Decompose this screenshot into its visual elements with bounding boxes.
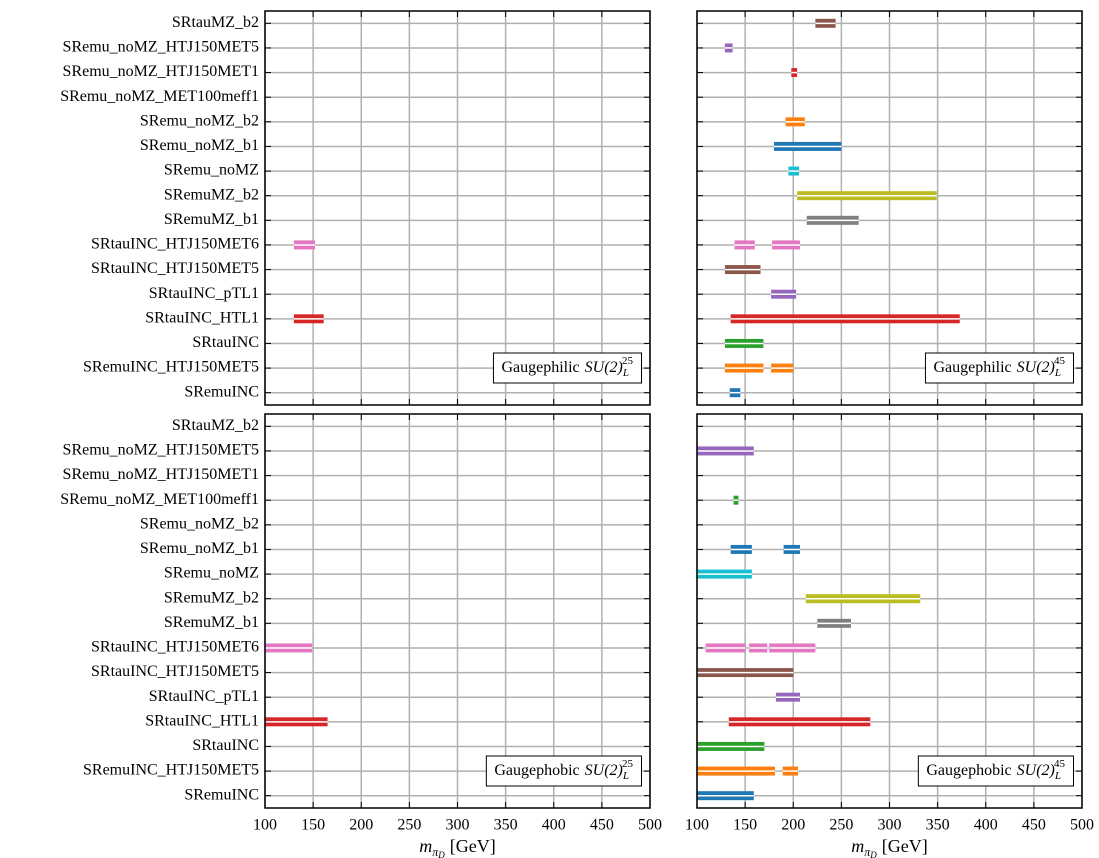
- x-tick-label: 250: [829, 817, 853, 834]
- y-tick-label: SRemu_noMZ_HTJ150MET1: [63, 466, 259, 483]
- axes-frame: [696, 10, 1083, 406]
- x-label-subsub: D: [869, 850, 877, 858]
- axes-frame: [264, 10, 651, 406]
- annotation: Gaugephilic SU(2)L25: [501, 355, 633, 379]
- y-tick-label: SRemuMZ_b2: [164, 186, 259, 203]
- x-tick-label: 400: [974, 817, 998, 834]
- x-tick-label: 400: [542, 817, 566, 834]
- x-tick-label: 350: [926, 817, 950, 834]
- x-tick-label: 100: [253, 817, 277, 834]
- annotation-sub: L: [1054, 367, 1061, 379]
- annotation-box: [485, 755, 642, 787]
- annotation-text: Gaugephobic: [494, 762, 579, 779]
- x-tick-label: 200: [349, 817, 373, 834]
- x-label-symbol: m: [419, 836, 432, 856]
- x-tick-label: 150: [733, 817, 757, 834]
- x-tick-label: 150: [301, 817, 325, 834]
- y-tick-label: SRtauINC_HTJ150MET5: [91, 663, 259, 680]
- x-label-unit: [GeV]: [450, 836, 496, 856]
- y-tick-label: SRemuMZ_b2: [164, 589, 259, 606]
- annotation-group: SU(2): [1017, 762, 1055, 779]
- y-tick-label: SRemuMZ_b1: [164, 614, 259, 631]
- y-tick-label: SRemu_noMZ_HTJ150MET5: [63, 442, 259, 459]
- y-tick-label: SRemu_noMZ_HTJ150MET5: [63, 39, 259, 56]
- y-tick-label: SRemu_noMZ_b1: [140, 137, 259, 154]
- x-tick-label: 250: [397, 817, 421, 834]
- annotation-sup: 25: [622, 758, 634, 770]
- y-tick-label: SRtauINC_HTJ150MET5: [91, 260, 259, 277]
- annotation-group: SU(2): [585, 359, 623, 376]
- x-label-sub: π: [432, 845, 439, 858]
- annotation-box: [492, 352, 642, 384]
- x-tick-label: 350: [494, 817, 518, 834]
- annotation-group: SU(2): [585, 762, 623, 779]
- x-label-sub: π: [864, 845, 871, 858]
- annotation-sub: L: [1054, 770, 1061, 782]
- y-tick-label: SRtauINC_HTJ150MET6: [91, 236, 259, 253]
- y-tick-label: SRemu_noMZ_b2: [140, 515, 259, 532]
- y-tick-label: SRtauINC_HTL1: [145, 309, 259, 326]
- y-tick-label: SRtauMZ_b2: [172, 14, 259, 31]
- annotation-sub: L: [622, 367, 629, 379]
- x-tick-label: 100: [685, 817, 709, 834]
- annotation-text: Gaugephilic: [501, 359, 579, 376]
- y-tick-label: SRemu_noMZ_b1: [140, 540, 259, 557]
- annotation-group: SU(2): [1017, 359, 1055, 376]
- y-tick-label: SRemu_noMZ_MET100meff1: [60, 88, 259, 105]
- annotation-text: Gaugephilic: [933, 359, 1011, 376]
- x-tick-label: 500: [1070, 817, 1094, 834]
- y-tick-label: SRemuINC_HTJ150MET5: [83, 762, 259, 779]
- x-axis-label: mπD [GeV]: [851, 836, 928, 858]
- y-tick-label: SRemuINC: [184, 786, 259, 803]
- annotation: Gaugephilic SU(2)L45: [933, 355, 1065, 379]
- annotation-sup: 45: [1054, 758, 1066, 770]
- x-label-subsub: D: [437, 850, 445, 858]
- axes-frame: [264, 413, 651, 809]
- x-label-symbol: m: [851, 836, 864, 856]
- y-tick-label: SRtauINC: [192, 737, 259, 754]
- annotation: Gaugephobic SU(2)L45: [926, 758, 1065, 782]
- annotation-box: [917, 755, 1074, 787]
- y-tick-label: SRemuMZ_b1: [164, 211, 259, 228]
- y-tick-label: SRtauINC_HTJ150MET6: [91, 639, 259, 656]
- x-tick-label: 300: [878, 817, 902, 834]
- annotation-sub: L: [622, 770, 629, 782]
- x-tick-label: 300: [446, 817, 470, 834]
- y-tick-label: SRemu_noMZ: [164, 162, 259, 179]
- y-tick-label: SRemuINC_HTJ150MET5: [83, 359, 259, 376]
- y-tick-label: SRtauINC_HTL1: [145, 712, 259, 729]
- x-label-unit: [GeV]: [882, 836, 928, 856]
- axes-frame: [696, 413, 1083, 809]
- y-tick-label: SRemu_noMZ_HTJ150MET1: [63, 63, 259, 80]
- y-tick-label: SRemu_noMZ_b2: [140, 112, 259, 129]
- x-tick-label: 200: [781, 817, 805, 834]
- x-tick-label: 500: [638, 817, 662, 834]
- y-tick-label: SRemu_noMZ: [164, 565, 259, 582]
- annotation-sup: 25: [622, 355, 634, 367]
- y-tick-label: SRtauINC: [192, 334, 259, 351]
- annotation-sup: 45: [1054, 355, 1066, 367]
- x-tick-label: 450: [590, 817, 614, 834]
- y-tick-label: SRtauMZ_b2: [172, 417, 259, 434]
- y-tick-label: SRtauINC_pTL1: [149, 285, 259, 302]
- x-tick-label: 450: [1022, 817, 1046, 834]
- y-tick-label: SRtauINC_pTL1: [149, 688, 259, 705]
- annotation-text: Gaugephobic: [926, 762, 1011, 779]
- annotation-box: [924, 352, 1074, 384]
- x-axis-label: mπD [GeV]: [419, 836, 496, 858]
- y-tick-label: SRemu_noMZ_MET100meff1: [60, 491, 259, 508]
- annotation: Gaugephobic SU(2)L25: [494, 758, 633, 782]
- y-tick-label: SRemuINC: [184, 383, 259, 400]
